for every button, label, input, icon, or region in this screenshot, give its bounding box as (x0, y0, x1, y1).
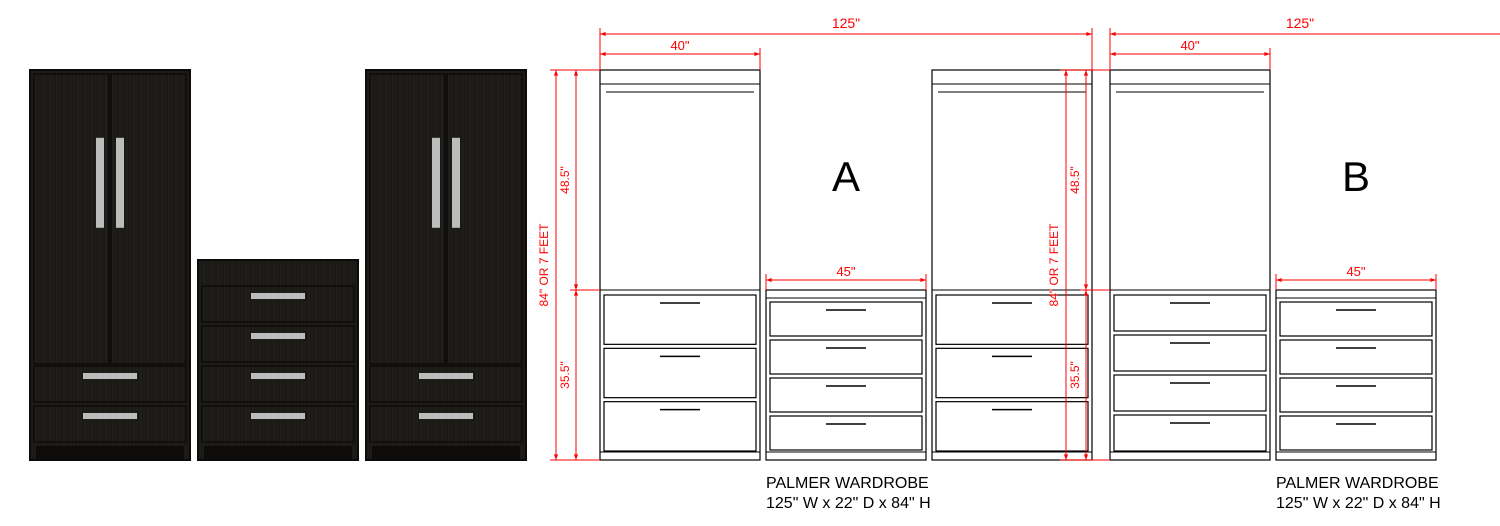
stage: A 125" 40" 45" 84" OR 7 FEET 48.5" 35.5" PALMER… (0, 0, 1500, 526)
diagram-label: A (832, 153, 860, 200)
dimensions: 125" 40" 45" 84" OR 7 FEET 48.5" 35.5" (537, 15, 1092, 460)
caption-line2: 125" W x 22" D x 84" H (766, 495, 931, 512)
dim-left-total: 84" OR 7 FEET (537, 223, 551, 307)
dim-mid-inner: 45" (836, 264, 855, 279)
dim-mid-inner: 45" (1346, 264, 1365, 279)
dim-top-total: 125" (1286, 15, 1314, 31)
dim-top-unit: 40" (1180, 38, 1199, 53)
caption-line1: PALMER WARDROBE (766, 475, 929, 492)
dim-left-upper: 48.5" (1068, 166, 1082, 194)
diagram-label: B (1342, 153, 1370, 200)
dim-top-total: 125" (832, 15, 860, 31)
caption-line2: 125" W x 22" D x 84" H (1276, 495, 1441, 512)
wardrobe-render (30, 70, 526, 460)
dim-left-total: 84" OR 7 FEET (1047, 223, 1061, 307)
caption-line1: PALMER WARDROBE (1276, 475, 1439, 492)
diagram-B: B 125" 40" 45" 84" OR 7 FEET 48.5" 35.5" PALMER… (1047, 15, 1500, 512)
dim-top-unit: 40" (670, 38, 689, 53)
dim-left-lower: 35.5" (1068, 361, 1082, 389)
dim-left-lower: 35.5" (558, 361, 572, 389)
dim-left-upper: 48.5" (558, 166, 572, 194)
diagram-A: A 125" 40" 45" 84" OR 7 FEET 48.5" 35.5" PALMER… (537, 15, 1092, 512)
drawing-canvas: A 125" 40" 45" 84" OR 7 FEET 48.5" 35.5" PALMER… (0, 0, 1500, 526)
